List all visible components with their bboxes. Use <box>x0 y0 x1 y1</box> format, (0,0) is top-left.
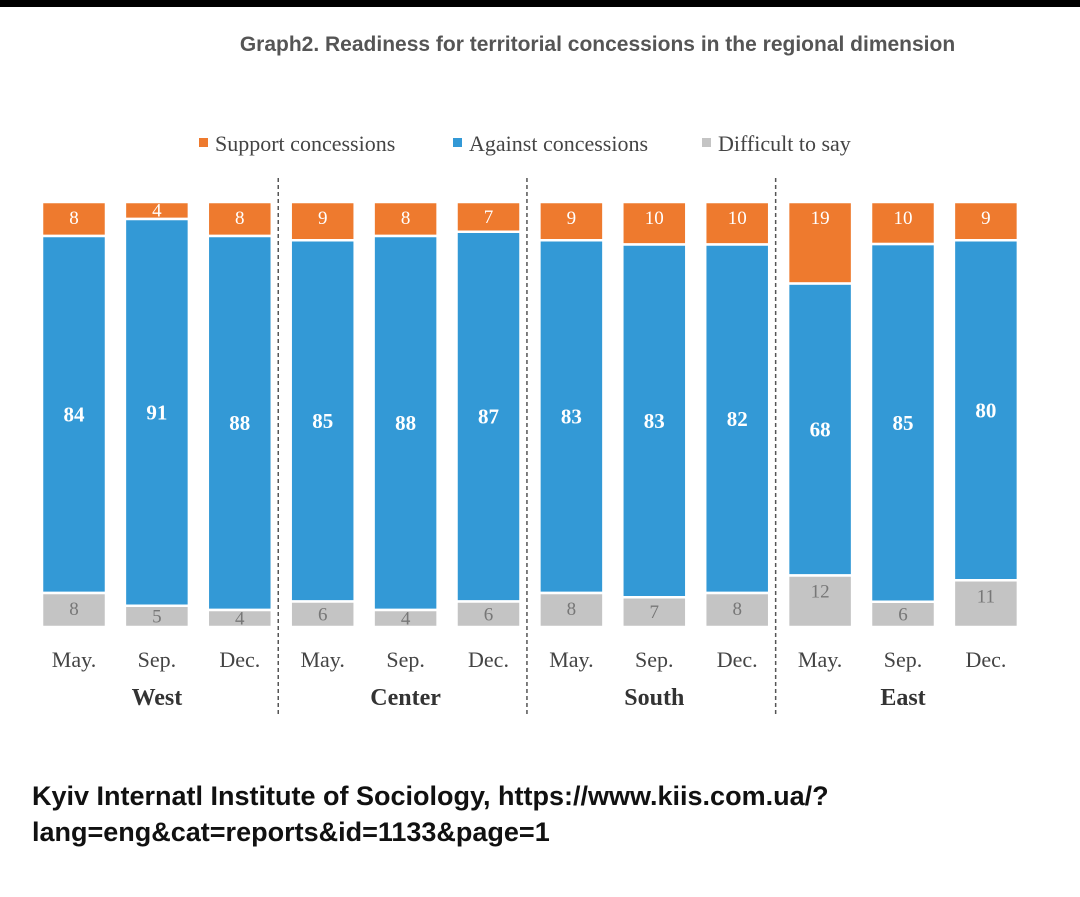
bar-segment-11-2 <box>952 579 1020 629</box>
bar-value-label-5-0: 7 <box>484 207 494 228</box>
bar-value-label-6-2: 8 <box>567 599 577 620</box>
bar-value-label-0-0: 8 <box>69 208 79 229</box>
group-label-0: West <box>132 685 183 711</box>
bar-segment-4-2 <box>372 608 439 629</box>
bar-segment-5-2 <box>455 600 522 629</box>
bar-segment-4-1 <box>372 234 439 612</box>
source-text: Kyiv Internatl Institute of Sociology, h… <box>32 778 1052 850</box>
bar-segment-10-1 <box>869 242 937 604</box>
bar-segment-9-2 <box>786 574 854 629</box>
x-tick-label-4: Sep. <box>386 647 425 672</box>
bar-segment-1-1 <box>123 217 191 607</box>
group-label-3: East <box>880 685 925 711</box>
bar-segment-1-2 <box>123 604 191 629</box>
bar-value-label-3-1: 85 <box>312 409 333 433</box>
legend-swatch-2 <box>702 138 711 147</box>
bar-value-label-5-1: 87 <box>478 405 499 429</box>
x-tick-label-6: May. <box>549 647 593 672</box>
bar-value-label-4-0: 8 <box>401 208 411 229</box>
bar-segment-2-1 <box>206 234 274 612</box>
bar-value-label-7-1: 83 <box>644 409 665 433</box>
bar-segment-0-2 <box>40 591 108 629</box>
bar-value-label-6-1: 83 <box>561 405 582 429</box>
bar-value-label-11-1: 80 <box>975 398 996 422</box>
x-tick-label-2: Dec. <box>219 647 260 672</box>
top-band <box>0 0 1080 7</box>
x-tick-label-7: Sep. <box>635 647 674 672</box>
bar-segment-0-0 <box>40 200 108 238</box>
bar-value-label-7-0: 10 <box>645 208 664 229</box>
legend-swatch-0 <box>199 138 208 147</box>
graph-title: Graph2. Readiness for territorial conces… <box>239 33 956 56</box>
legend-label-2: Difficult to say <box>718 131 851 156</box>
bar-segment-0-1 <box>40 234 108 595</box>
bar-segment-5-1 <box>455 230 522 603</box>
bar-segment-9-0 <box>786 200 854 285</box>
bar-value-label-10-2: 6 <box>898 604 908 625</box>
chart: Support concessions Against concessions Di… <box>40 131 1020 715</box>
x-tick-label-5: Dec. <box>468 647 509 672</box>
x-tick-label-11: Dec. <box>965 647 1006 672</box>
bar-value-label-10-1: 85 <box>893 411 914 435</box>
bar-segment-10-2 <box>869 600 937 629</box>
bar-segment-2-0 <box>206 200 274 238</box>
legend-label-0: Support concessions <box>215 131 395 156</box>
bar-value-label-9-0: 19 <box>811 208 830 229</box>
bar-segment-7-2 <box>621 596 688 629</box>
bar-value-label-10-0: 10 <box>894 208 913 229</box>
bar-segment-2-2 <box>206 608 274 629</box>
source-line-1: Kyiv Internatl Institute of Sociology, h… <box>32 781 829 811</box>
bar-value-label-0-2: 8 <box>69 599 79 620</box>
group-label-2: South <box>624 685 684 711</box>
bar-value-label-1-2: 5 <box>152 606 162 627</box>
bar-segment-10-0 <box>869 200 937 246</box>
bar-segment-3-2 <box>289 600 356 629</box>
bar-segment-8-0 <box>703 200 771 246</box>
bar-value-label-4-2: 4 <box>401 609 411 630</box>
bar-segment-6-2 <box>538 591 605 629</box>
source-line-2: lang=eng&cat=reports&id=1133&page=1 <box>32 817 550 847</box>
bar-segment-4-0 <box>372 200 439 238</box>
bar-value-label-9-2: 12 <box>811 581 830 602</box>
legend-label-1: Against concessions <box>469 131 648 156</box>
bar-value-label-5-2: 6 <box>484 604 494 625</box>
bar-segment-3-0 <box>289 200 356 242</box>
bar-value-label-8-0: 10 <box>728 208 747 229</box>
x-tick-label-0: May. <box>52 647 96 672</box>
bar-value-label-0-1: 84 <box>64 403 86 427</box>
bar-value-label-6-0: 9 <box>567 208 577 229</box>
bar-value-label-2-1: 88 <box>229 411 250 435</box>
x-tick-label-10: Sep. <box>884 647 923 672</box>
group-label-1: Center <box>370 685 441 711</box>
bar-value-label-8-2: 8 <box>732 599 742 620</box>
bar-segment-11-0 <box>952 200 1020 242</box>
bar-value-label-3-2: 6 <box>318 604 328 625</box>
bar-segment-7-1 <box>621 243 688 599</box>
bar-value-label-1-1: 91 <box>146 400 167 424</box>
x-tick-label-9: May. <box>798 647 842 672</box>
bar-value-label-2-2: 4 <box>235 609 245 630</box>
bar-value-label-8-1: 82 <box>727 407 748 431</box>
x-tick-label-3: May. <box>300 647 344 672</box>
legend-swatch-1 <box>453 138 462 147</box>
x-tick-label-1: Sep. <box>138 647 177 672</box>
bar-value-label-11-2: 11 <box>977 586 995 607</box>
bar-value-label-3-0: 9 <box>318 208 328 229</box>
x-tick-label-8: Dec. <box>717 647 758 672</box>
bar-segment-8-2 <box>703 591 771 629</box>
bar-value-label-11-0: 9 <box>981 208 991 229</box>
bar-value-label-7-2: 7 <box>650 602 660 623</box>
bar-value-label-4-1: 88 <box>395 411 416 435</box>
bar-value-label-1-0: 4 <box>152 201 162 222</box>
bar-value-label-2-0: 8 <box>235 208 245 229</box>
bar-value-label-9-1: 68 <box>810 418 831 442</box>
